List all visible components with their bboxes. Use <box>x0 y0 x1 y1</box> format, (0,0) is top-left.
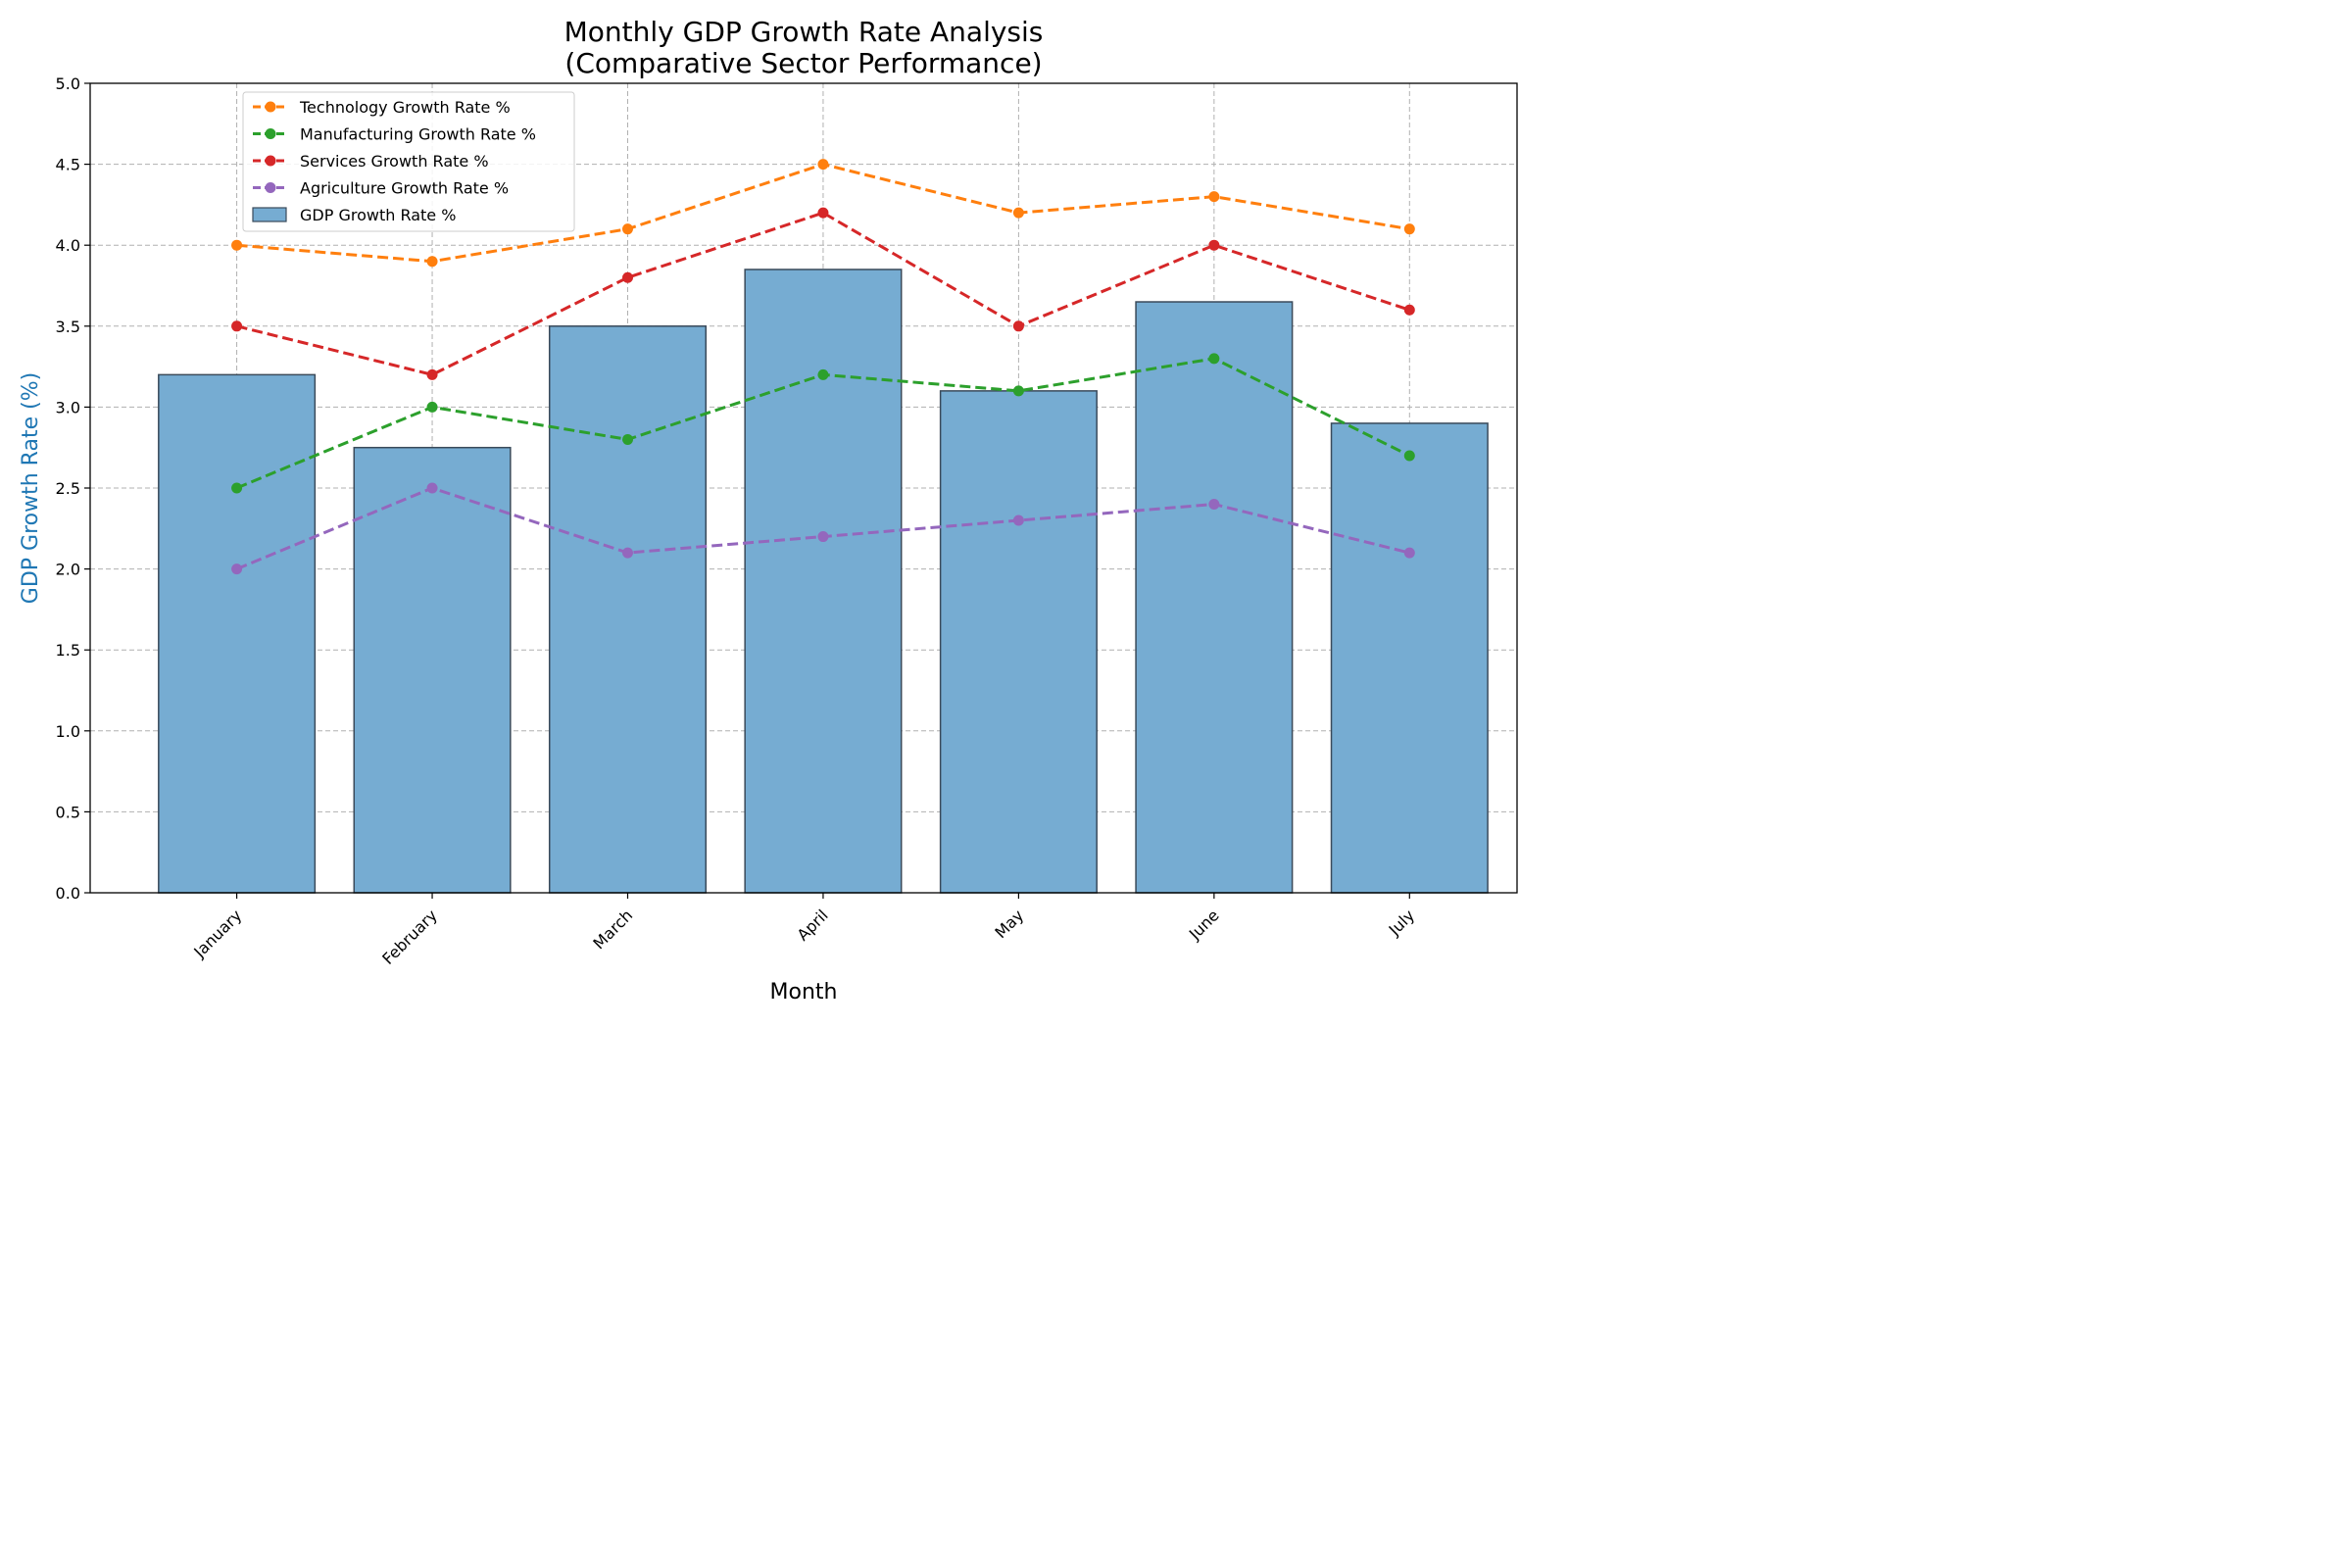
point-technology-may <box>1012 207 1024 219</box>
point-manufacturing-may <box>1012 385 1024 397</box>
point-manufacturing-june <box>1208 353 1220 365</box>
lines <box>231 159 1415 575</box>
point-technology-june <box>1208 191 1220 203</box>
point-technology-february <box>426 256 438 268</box>
chart: Monthly GDP Growth Rate Analysis (Compar… <box>0 0 1533 1020</box>
bar-gdp-july <box>1330 422 1489 894</box>
point-services-july <box>1403 304 1415 316</box>
legend-marker-agriculture <box>265 182 276 193</box>
y-tick-label: 2.5 <box>56 479 80 498</box>
y-tick-label: 0.0 <box>56 884 80 903</box>
point-services-january <box>231 320 243 332</box>
y-tick-label: 3.0 <box>56 398 80 416</box>
point-manufacturing-february <box>426 401 438 413</box>
legend-label-services: Services Growth Rate % <box>300 152 489 171</box>
bar-gdp-january <box>158 373 317 894</box>
y-tick-label: 1.0 <box>56 722 80 741</box>
bars <box>158 269 1489 894</box>
point-services-may <box>1012 320 1024 332</box>
legend-box <box>242 91 575 232</box>
point-services-february <box>426 368 438 380</box>
point-agriculture-june <box>1208 499 1220 511</box>
y-tick-label: 4.5 <box>56 156 80 174</box>
point-manufacturing-march <box>621 433 633 445</box>
y-tick-label: 1.5 <box>56 641 80 660</box>
point-technology-march <box>621 223 633 235</box>
y-tick-label: 0.5 <box>56 803 80 821</box>
point-services-march <box>621 271 633 283</box>
point-services-april <box>817 207 829 219</box>
point-agriculture-may <box>1012 514 1024 526</box>
legend-label-manufacturing: Manufacturing Growth Rate % <box>300 125 536 144</box>
point-agriculture-march <box>621 547 633 559</box>
bar-gdp-may <box>939 390 1098 894</box>
y-tick-label: 3.5 <box>56 318 80 336</box>
point-agriculture-february <box>426 482 438 494</box>
bar-gdp-june <box>1135 301 1294 894</box>
legend-marker-technology <box>265 101 276 113</box>
point-technology-july <box>1403 223 1415 235</box>
legend: Technology Growth Rate % Manufacturing Gr… <box>242 91 575 232</box>
point-agriculture-july <box>1403 547 1415 559</box>
legend-swatch-gdp <box>252 207 287 222</box>
y-tick-label: 4.0 <box>56 236 80 255</box>
point-manufacturing-april <box>817 368 829 380</box>
legend-marker-manufacturing <box>265 128 276 139</box>
chart-subtitle: (Comparative Sector Performance) <box>564 47 1042 79</box>
legend-label-agriculture: Agriculture Growth Rate % <box>300 179 509 198</box>
legend-marker-services <box>265 155 276 167</box>
y-tick-label: 2.0 <box>56 561 80 579</box>
point-services-june <box>1208 239 1220 251</box>
y-axis-ticks: 0.0 0.5 1.0 1.5 2.0 2.5 3.0 3.5 4.0 4.5 5.0 <box>56 74 90 903</box>
legend-label-technology: Technology Growth Rate % <box>299 98 511 117</box>
x-axis-label: Month <box>770 980 838 1004</box>
bar-gdp-march <box>548 325 708 894</box>
point-technology-april <box>817 159 829 171</box>
y-axis-label: GDP Growth Rate (%) <box>19 372 43 604</box>
legend-label-gdp: GDP Growth Rate % <box>300 206 456 224</box>
point-agriculture-april <box>817 531 829 543</box>
point-manufacturing-july <box>1403 450 1415 462</box>
point-agriculture-january <box>231 564 243 575</box>
bar-gdp-april <box>744 269 903 894</box>
point-technology-january <box>231 239 243 251</box>
bar-gdp-february <box>353 446 512 894</box>
y-tick-label: 5.0 <box>56 74 80 93</box>
point-manufacturing-january <box>231 482 243 494</box>
chart-title: Monthly GDP Growth Rate Analysis <box>564 16 1044 48</box>
